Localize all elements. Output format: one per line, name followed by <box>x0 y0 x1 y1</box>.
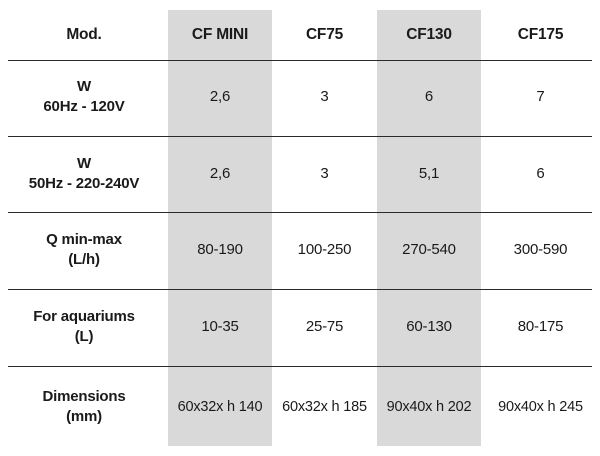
table-row: Q min-max (L/h) 80-190 100-250 270-540 3… <box>0 213 600 286</box>
row-label: W 60Hz - 120V <box>0 61 168 132</box>
header-model-cf-mini: CF MINI <box>191 26 249 43</box>
table-row: W 60Hz - 120V 2,6 3 6 7 <box>0 61 600 132</box>
table-row: W 50Hz - 220-240V 2,6 3 5,1 6 <box>0 137 600 210</box>
row-divider <box>8 60 592 61</box>
row-label-line: Q min-max <box>46 230 122 248</box>
table-cell: 7 <box>536 88 545 105</box>
shade-column-cf-mini <box>168 10 272 446</box>
table-cell: 6 <box>536 165 545 182</box>
table-cell: 3 <box>320 88 329 105</box>
table-cell: 100-250 <box>297 241 352 258</box>
table-cell: 2,6 <box>209 165 231 182</box>
table-row: For aquariums (L) 10-35 25-75 60-130 80-… <box>0 290 600 363</box>
row-divider <box>8 212 592 213</box>
shade-column-cf130 <box>377 10 481 446</box>
header-model-cf75: CF75 <box>305 26 344 43</box>
table-cell: 60-130 <box>406 318 452 335</box>
header-mod: Mod. <box>66 26 102 43</box>
row-label-line: W <box>77 77 91 95</box>
row-label: W 50Hz - 220-240V <box>0 137 168 210</box>
table-cell: 270-540 <box>402 241 456 258</box>
table-cell: 90x40x h 202 <box>386 398 472 415</box>
row-label-line: (L) <box>74 327 94 345</box>
row-divider <box>8 136 592 137</box>
row-label-line: Dimensions <box>42 387 126 405</box>
table-cell: 60x32x h 140 <box>177 398 263 415</box>
table-cell: 6 <box>424 88 434 105</box>
table-cell: 60x32x h 185 <box>282 398 367 415</box>
header-model-cf130: CF130 <box>406 26 452 43</box>
row-label: For aquariums (L) <box>0 290 168 363</box>
row-label: Dimensions (mm) <box>0 367 168 446</box>
row-label-line: 50Hz - 220-240V <box>28 174 140 192</box>
table-cell: 10-35 <box>201 318 239 335</box>
table-cell: 3 <box>320 165 329 182</box>
header-row: Mod. CF MINI CF75 CF130 CF175 <box>0 10 600 60</box>
header-model-cf175: CF175 <box>517 26 564 43</box>
row-label-line: (L/h) <box>68 250 100 268</box>
table-cell: 80-175 <box>517 318 564 335</box>
table-row: Dimensions (mm) 60x32x h 140 60x32x h 18… <box>0 367 600 446</box>
row-label-line: 60Hz - 120V <box>43 97 125 115</box>
row-divider <box>8 289 592 290</box>
table-cell: 300-590 <box>513 241 568 258</box>
row-label-line: (mm) <box>66 407 102 425</box>
table-cell: 90x40x h 245 <box>498 398 583 415</box>
row-label-line: W <box>77 154 91 172</box>
row-divider <box>8 366 592 367</box>
table-cell: 80-190 <box>197 241 243 258</box>
table-cell: 2,6 <box>209 88 231 105</box>
row-label: Q min-max (L/h) <box>0 213 168 286</box>
row-label-line: For aquariums <box>33 307 135 325</box>
table-cell: 25-75 <box>305 318 344 335</box>
table-cell: 5,1 <box>418 165 440 182</box>
